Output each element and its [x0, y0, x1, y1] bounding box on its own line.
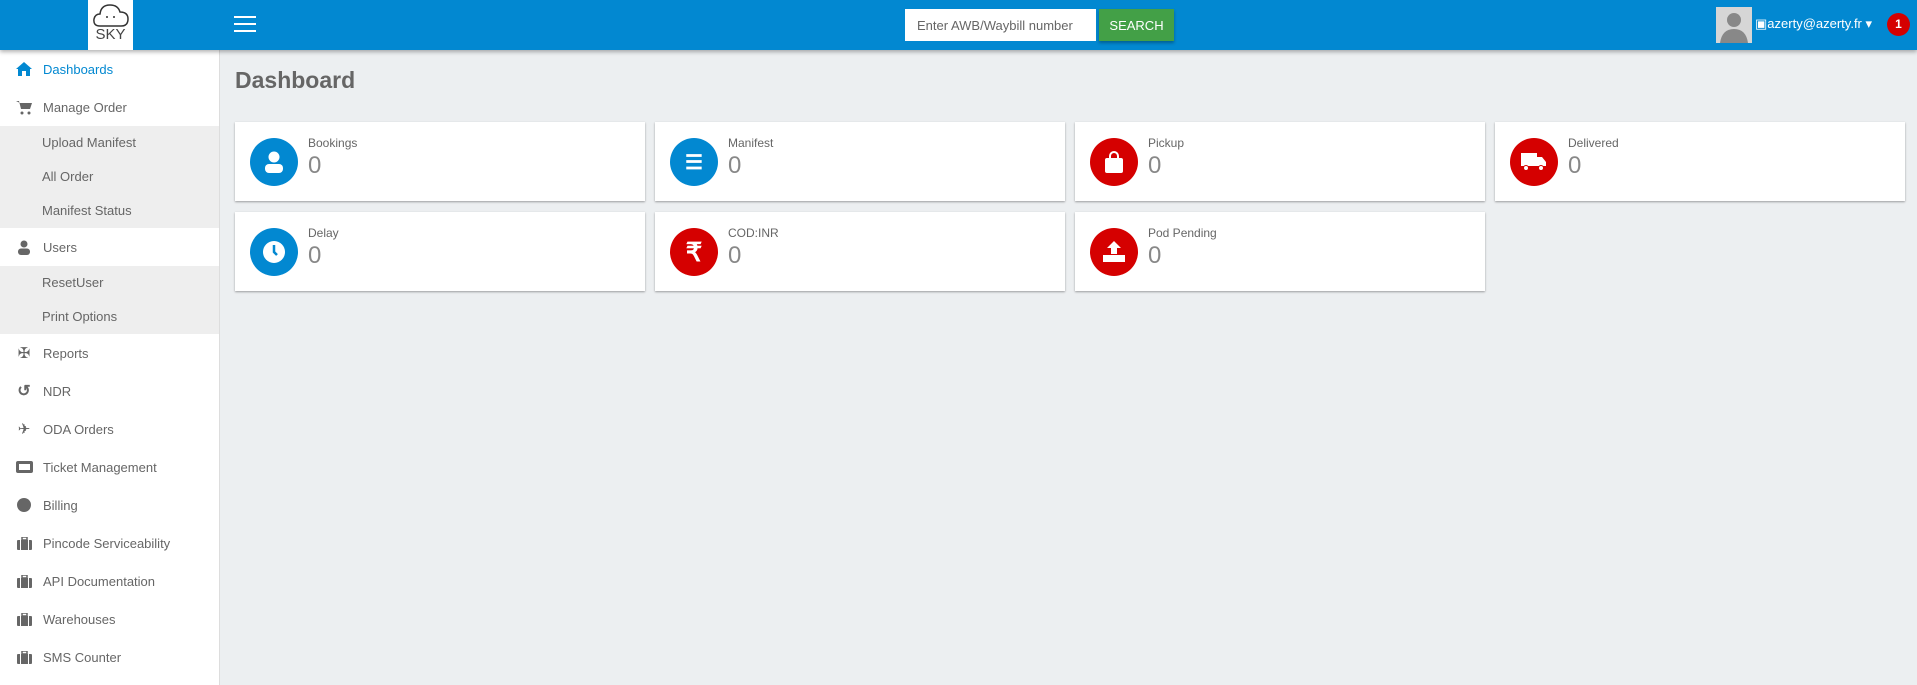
sidebar-item-sms-counter[interactable]: SMS Counter — [0, 638, 219, 676]
cart-icon — [14, 100, 34, 115]
card-value: 0 — [728, 152, 742, 179]
shopping-bag-icon — [1090, 138, 1138, 186]
logo-text: SKY — [95, 26, 126, 43]
card-value: 0 — [1568, 152, 1582, 179]
sidebar-item-label: Dashboards — [43, 61, 114, 77]
sidebar-item-pincode-serviceability[interactable]: Pincode Serviceability — [0, 524, 219, 562]
card-label: Bookings — [308, 136, 358, 150]
sidebar-item-label: NDR — [43, 383, 72, 399]
briefcase-icon — [14, 536, 34, 550]
undo-icon: ↺ — [17, 383, 31, 400]
card-value: 0 — [1148, 152, 1162, 179]
sidebar-item-dashboards[interactable]: Dashboards — [0, 50, 219, 88]
top-bar: SKY SEARCH ▣azerty@azerty.fr ▾ 1 — [0, 0, 1917, 50]
briefcase-icon — [14, 650, 34, 664]
sidebar-item-warehouses[interactable]: Warehouses — [0, 600, 219, 638]
pinwheel-icon: ✠ — [17, 345, 31, 362]
user-icon — [14, 240, 34, 255]
sidebar-item-label: Manage Order — [43, 99, 127, 115]
cloud-icon — [92, 4, 129, 27]
sidebar-item-label: Pincode Serviceability — [43, 535, 171, 551]
home-icon — [14, 62, 34, 76]
awb-search-input[interactable] — [905, 9, 1096, 41]
user-lock-icon: ▣ — [1755, 16, 1768, 31]
card-label: Pod Pending — [1148, 226, 1217, 240]
card-label: COD:INR — [728, 226, 779, 240]
user-email: azerty@azerty.fr — [1767, 16, 1862, 31]
circle-icon — [14, 498, 34, 512]
notification-badge[interactable]: 1 — [1887, 13, 1910, 36]
sidebar-item-reports[interactable]: ✠ Reports — [0, 334, 219, 372]
sidebar-item-label: Billing — [43, 497, 78, 513]
sidebar-item-label: Ticket Management — [43, 459, 157, 475]
sidebar-item-label: SMS Counter — [43, 649, 122, 665]
user-menu[interactable]: ▣azerty@azerty.fr ▾ — [1755, 16, 1872, 32]
briefcase-icon — [14, 574, 34, 588]
briefcase-icon — [14, 612, 34, 626]
sidebar-item-billing[interactable]: Billing — [0, 486, 219, 524]
sidebar-item-ticket-management[interactable]: Ticket Management — [0, 448, 219, 486]
card-value: 0 — [308, 152, 322, 179]
sidebar-item-ndr[interactable]: ↺ NDR — [0, 372, 219, 410]
sidebar-item-label: Warehouses — [43, 611, 116, 627]
card-value: 0 — [728, 242, 742, 269]
checklist-icon: ☰ — [670, 138, 718, 186]
stat-card-delay[interactable]: Delay 0 — [235, 212, 645, 291]
stat-card-pickup[interactable]: Pickup 0 — [1075, 122, 1485, 201]
stat-card-pod-pending[interactable]: Pod Pending 0 — [1075, 212, 1485, 291]
sidebar-subitem-manifest-status[interactable]: Manifest Status — [42, 203, 132, 218]
sidebar-item-users[interactable]: Users — [0, 228, 219, 266]
logo[interactable]: SKY — [88, 0, 133, 50]
sidebar-item-manage-order[interactable]: Manage Order — [0, 88, 219, 126]
stat-card-delivered[interactable]: Delivered 0 — [1495, 122, 1905, 201]
card-label: Delay — [308, 226, 339, 240]
stat-card-cod-inr[interactable]: ₹ COD:INR 0 — [655, 212, 1065, 291]
sidebar-item-label: Users — [43, 239, 77, 255]
plane-icon: ✈ — [17, 421, 31, 438]
rupee-icon: ₹ — [670, 228, 718, 276]
card-value: 0 — [308, 242, 322, 269]
ticket-icon — [14, 461, 34, 473]
sidebar-item-label: Reports — [43, 345, 89, 361]
submenu: ResetUser Print Options — [0, 266, 219, 334]
sidebar-subitem-resetuser[interactable]: ResetUser — [42, 275, 104, 290]
stat-card-manifest[interactable]: ☰ Manifest 0 — [655, 122, 1065, 201]
sidebar-item-oda-orders[interactable]: ✈ ODA Orders — [0, 410, 219, 448]
sidebar-item-label: ODA Orders — [43, 421, 114, 437]
page-title: Dashboard — [235, 67, 356, 93]
sidebar-subitem-upload-manifest[interactable]: Upload Manifest — [42, 135, 136, 150]
clock-icon — [250, 228, 298, 276]
submenu: Upload Manifest All Order Manifest Status — [0, 126, 219, 228]
sidebar-item-label: API Documentation — [43, 573, 156, 589]
sidebar-subitem-print-options[interactable]: Print Options — [42, 309, 118, 324]
upload-icon — [1090, 228, 1138, 276]
stat-card-bookings[interactable]: Bookings 0 — [235, 122, 645, 201]
card-value: 0 — [1148, 242, 1162, 269]
sidebar-item-api-documentation[interactable]: API Documentation — [0, 562, 219, 600]
sidebar-subitem-all-order[interactable]: All Order — [42, 169, 94, 184]
menu-toggle-icon[interactable] — [234, 16, 256, 34]
card-label: Pickup — [1148, 136, 1185, 150]
truck-icon — [1510, 138, 1558, 186]
search-button[interactable]: SEARCH — [1099, 9, 1174, 41]
sidebar: Dashboards Manage Order Upload Manifest All… — [0, 50, 220, 685]
card-label: Delivered — [1568, 136, 1619, 150]
card-label: Manifest — [728, 136, 774, 150]
caret-down-icon: ▾ — [1865, 16, 1873, 31]
avatar[interactable] — [1716, 7, 1752, 43]
user-icon — [250, 138, 298, 186]
